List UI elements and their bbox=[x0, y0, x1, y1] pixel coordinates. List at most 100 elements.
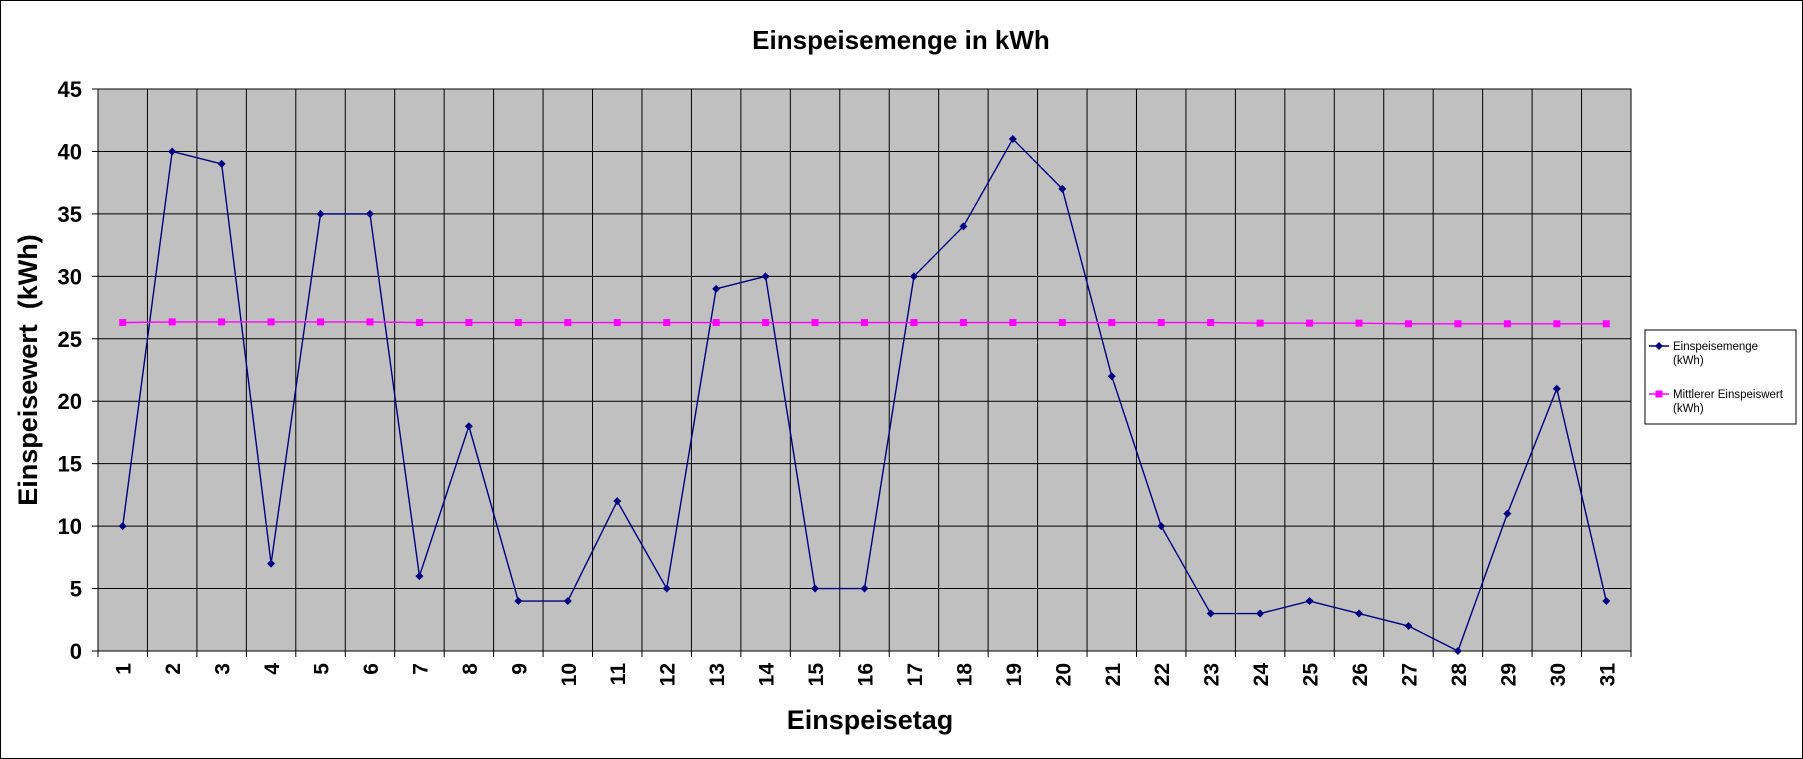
data-point-einspeisemenge bbox=[464, 422, 473, 431]
data-point-einspeisemenge bbox=[316, 209, 325, 218]
data-point-mittlerer bbox=[811, 319, 819, 327]
x-tick-label: 25 bbox=[1300, 663, 1323, 687]
x-tick-label: 14 bbox=[756, 663, 779, 687]
data-point-einspeisemenge bbox=[909, 272, 918, 281]
data-point-mittlerer bbox=[762, 319, 770, 327]
x-tick-label: 24 bbox=[1250, 663, 1273, 687]
data-point-einspeisemenge bbox=[563, 597, 572, 606]
y-tick-label: 40 bbox=[58, 139, 82, 164]
data-point-mittlerer bbox=[910, 319, 918, 327]
data-point-mittlerer bbox=[1503, 320, 1511, 328]
y-tick-label: 15 bbox=[58, 452, 82, 477]
data-point-mittlerer bbox=[1058, 319, 1066, 327]
legend-item-einspeisemenge: Einspeisemenge (kWh) bbox=[1649, 341, 1758, 367]
y-tick-label: 25 bbox=[58, 327, 82, 352]
data-point-mittlerer bbox=[415, 319, 423, 327]
data-point-mittlerer bbox=[465, 319, 473, 327]
data-point-mittlerer bbox=[663, 319, 671, 327]
legend: Einspeisemenge (kWh) Mittlerer Einspeisw… bbox=[1644, 329, 1797, 425]
legend-marker-diamond-icon bbox=[1655, 342, 1663, 350]
data-point-mittlerer bbox=[1553, 320, 1561, 328]
data-point-einspeisemenge bbox=[118, 522, 127, 531]
data-point-einspeisemenge bbox=[1256, 609, 1265, 618]
data-point-einspeisemenge bbox=[1008, 134, 1017, 143]
x-tick-label: 17 bbox=[904, 663, 927, 686]
data-point-mittlerer bbox=[1256, 319, 1264, 327]
data-point-einspeisemenge bbox=[860, 584, 869, 593]
data-point-mittlerer bbox=[712, 319, 720, 327]
data-point-einspeisemenge bbox=[662, 584, 671, 593]
x-tick-label: 9 bbox=[508, 663, 531, 675]
data-point-mittlerer bbox=[613, 319, 621, 327]
y-axis-title: Einspeisewert (kWh) bbox=[13, 234, 43, 506]
y-tick-label: 0 bbox=[70, 639, 82, 664]
data-point-mittlerer bbox=[861, 319, 868, 327]
x-tick-label: 16 bbox=[855, 663, 878, 686]
y-tick-label: 30 bbox=[58, 264, 82, 289]
x-axis-title: Einspeisetag bbox=[787, 705, 954, 735]
data-point-einspeisemenge bbox=[267, 559, 276, 568]
data-point-einspeisemenge bbox=[959, 222, 968, 231]
x-tick-label: 5 bbox=[311, 663, 334, 675]
y-tick-label: 45 bbox=[58, 77, 82, 102]
data-point-einspeisemenge bbox=[217, 159, 226, 168]
data-point-mittlerer bbox=[168, 318, 176, 326]
y-tick-label: 35 bbox=[58, 202, 82, 227]
legend-label-einspeisemenge: Einspeisemenge bbox=[1673, 341, 1758, 353]
data-point-einspeisemenge bbox=[1503, 509, 1512, 518]
data-point-mittlerer bbox=[366, 318, 374, 326]
data-point-einspeisemenge bbox=[1355, 609, 1364, 618]
data-point-mittlerer bbox=[1454, 320, 1462, 328]
x-tick-label: 2 bbox=[162, 663, 185, 675]
legend-item-mittlerer: Mittlerer Einspeiswert (kWh) bbox=[1649, 389, 1784, 415]
x-tick-label: 23 bbox=[1201, 663, 1224, 686]
x-tick-label: 15 bbox=[805, 663, 828, 687]
data-point-mittlerer bbox=[1404, 320, 1412, 328]
data-point-mittlerer bbox=[1306, 319, 1314, 327]
data-point-mittlerer bbox=[1207, 319, 1215, 327]
data-point-einspeisemenge bbox=[514, 597, 523, 606]
x-tick-label: 11 bbox=[607, 663, 630, 686]
x-tick-label: 10 bbox=[558, 663, 581, 686]
x-tick-label: 29 bbox=[1497, 663, 1520, 686]
data-point-mittlerer bbox=[1108, 319, 1116, 327]
data-point-mittlerer bbox=[1009, 319, 1017, 327]
data-point-einspeisemenge bbox=[1157, 522, 1166, 531]
chart-title: Einspeisemenge in kWh bbox=[752, 25, 1050, 55]
y-tick-label: 10 bbox=[58, 514, 82, 539]
data-point-einspeisemenge bbox=[1305, 597, 1314, 606]
data-point-einspeisemenge bbox=[415, 572, 424, 581]
x-tick-label: 3 bbox=[212, 663, 235, 675]
data-point-mittlerer bbox=[218, 318, 226, 326]
data-point-einspeisemenge bbox=[761, 272, 770, 281]
legend-box bbox=[1644, 329, 1797, 425]
data-point-einspeisemenge bbox=[1206, 609, 1215, 618]
x-tick-label: 22 bbox=[1151, 663, 1174, 686]
data-point-mittlerer bbox=[959, 319, 967, 327]
x-axis-ticks: 1 2 3 4 5 6 7 8 9 10 11 12 13 14 15 16 17 18 19 20 21 22 23 24 2… bbox=[97, 651, 1632, 687]
x-tick-label: 27 bbox=[1398, 663, 1421, 686]
y-tick-label: 5 bbox=[70, 577, 82, 602]
x-tick-label: 18 bbox=[953, 663, 976, 687]
y-tick-label: 20 bbox=[58, 389, 82, 414]
x-tick-label: 21 bbox=[1102, 663, 1125, 687]
x-tick-label: 6 bbox=[360, 663, 383, 675]
data-point-mittlerer bbox=[119, 319, 127, 327]
legend-marker-square-icon bbox=[1655, 390, 1663, 398]
data-point-einspeisemenge bbox=[1453, 647, 1462, 655]
data-point-mittlerer bbox=[1602, 320, 1610, 328]
x-tick-label: 8 bbox=[459, 663, 482, 675]
x-tick-label: 1 bbox=[113, 663, 136, 675]
data-point-einspeisemenge bbox=[613, 497, 622, 506]
x-tick-label: 7 bbox=[409, 663, 432, 675]
data-point-einspeisemenge bbox=[712, 284, 721, 293]
legend-label-mittlerer: Mittlerer Einspeiswert bbox=[1673, 389, 1784, 401]
x-tick-label: 26 bbox=[1349, 663, 1372, 686]
data-point-einspeisemenge bbox=[811, 584, 820, 593]
plot-area bbox=[97, 88, 1632, 652]
data-point-einspeisemenge bbox=[1552, 384, 1561, 393]
x-tick-label: 12 bbox=[657, 663, 680, 686]
data-point-einspeisemenge bbox=[365, 209, 374, 218]
